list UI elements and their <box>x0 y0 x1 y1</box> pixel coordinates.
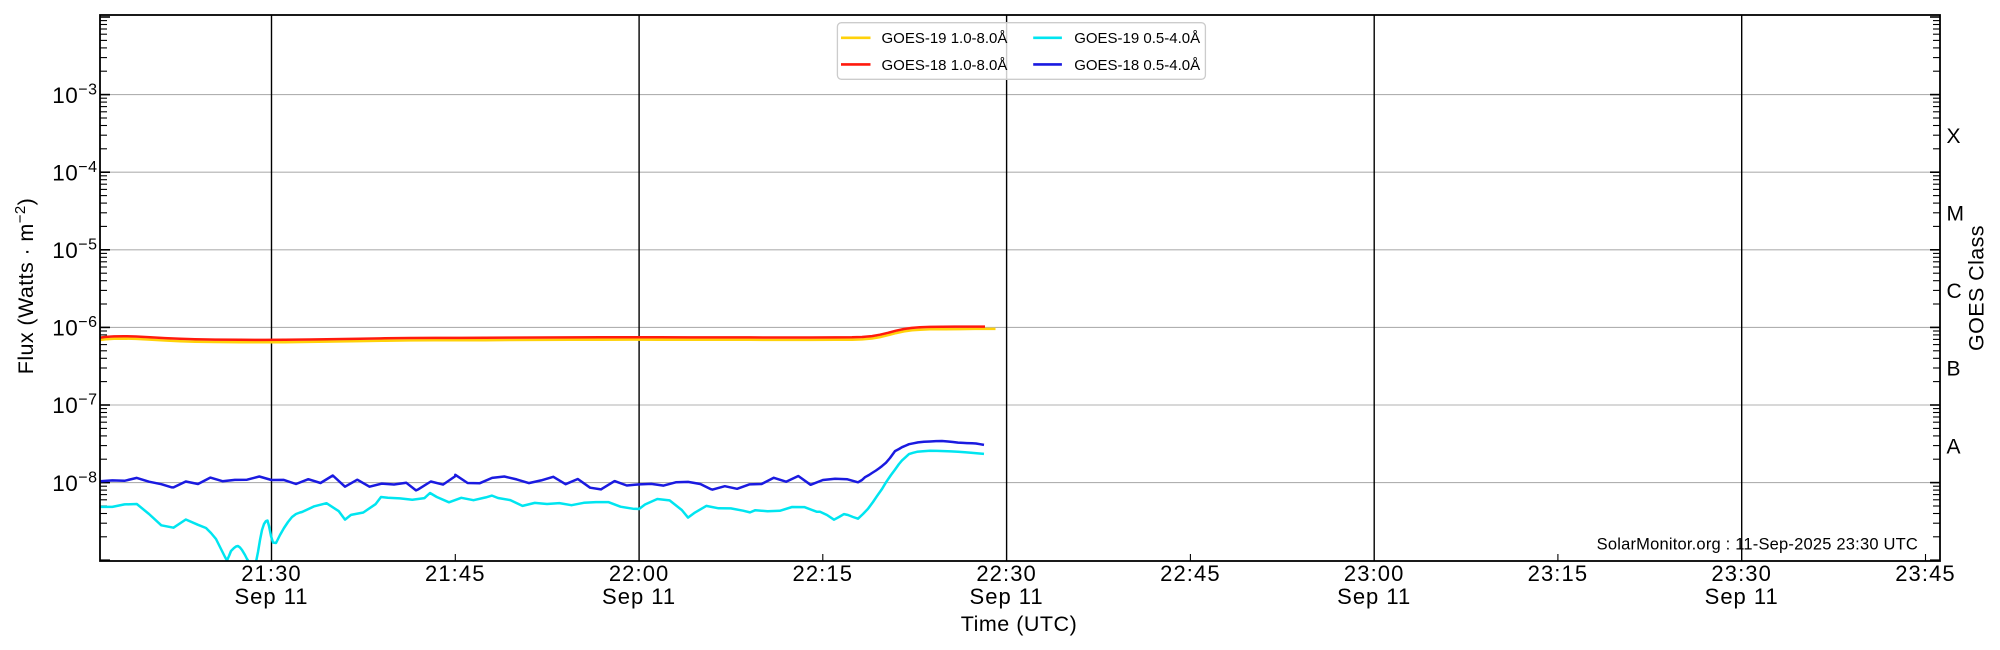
svg-text:M: M <box>1947 203 1965 226</box>
svg-text:22:15: 22:15 <box>793 561 854 586</box>
svg-text:22:30: 22:30 <box>976 561 1037 586</box>
svg-text:X: X <box>1947 125 1961 148</box>
svg-text:C: C <box>1947 280 1962 303</box>
svg-text:23:30: 23:30 <box>1711 561 1772 586</box>
svg-text:GOES-18 0.5-4.0Å: GOES-18 0.5-4.0Å <box>1074 57 1200 74</box>
svg-text:Sep 11: Sep 11 <box>602 584 676 609</box>
svg-text:22:00: 22:00 <box>609 561 670 586</box>
svg-text:23:00: 23:00 <box>1344 561 1405 586</box>
svg-text:23:45: 23:45 <box>1895 561 1956 586</box>
svg-text:Sep 11: Sep 11 <box>1337 584 1411 609</box>
svg-text:22:45: 22:45 <box>1160 561 1221 586</box>
svg-text:GOES Class: GOES Class <box>1965 225 1989 351</box>
svg-text:Sep 11: Sep 11 <box>970 584 1044 609</box>
svg-text:Sep 11: Sep 11 <box>234 584 308 609</box>
svg-text:SolarMonitor.org : 11-Sep-2025: SolarMonitor.org : 11-Sep-2025 23:30 UTC <box>1597 535 1918 553</box>
svg-text:10−7: 10−7 <box>52 392 97 419</box>
svg-text:10−5: 10−5 <box>52 237 97 264</box>
svg-text:B: B <box>1947 358 1961 381</box>
svg-text:Time (UTC): Time (UTC) <box>961 612 1077 636</box>
svg-text:GOES-19 1.0-8.0Å: GOES-19 1.0-8.0Å <box>882 30 1008 47</box>
svg-text:GOES-18 1.0-8.0Å: GOES-18 1.0-8.0Å <box>882 57 1008 74</box>
svg-text:Flux (Watts · m−2): Flux (Watts · m−2) <box>12 198 38 374</box>
svg-text:21:45: 21:45 <box>425 561 486 586</box>
svg-text:23:15: 23:15 <box>1528 561 1589 586</box>
svg-text:21:30: 21:30 <box>241 561 302 586</box>
svg-text:Sep 11: Sep 11 <box>1705 584 1779 609</box>
svg-text:GOES-19 0.5-4.0Å: GOES-19 0.5-4.0Å <box>1074 30 1200 47</box>
svg-text:A: A <box>1947 435 1961 458</box>
svg-text:10−8: 10−8 <box>52 469 97 496</box>
svg-text:10−4: 10−4 <box>52 159 97 186</box>
